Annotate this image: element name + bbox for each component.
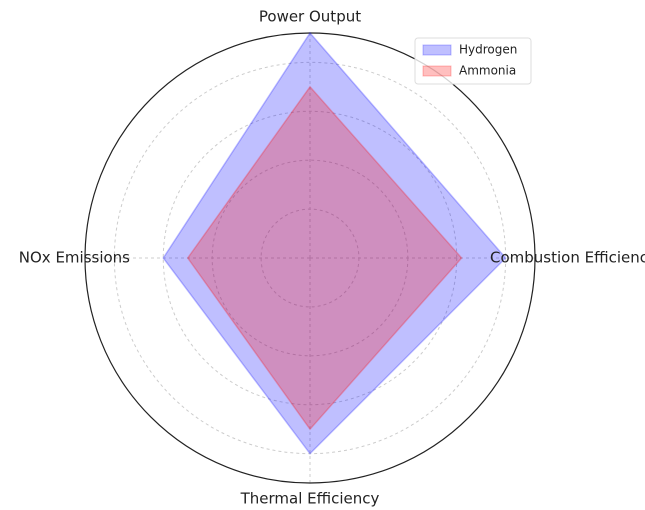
legend-swatch	[422, 44, 452, 56]
grid-ring	[113, 61, 507, 455]
series-area	[162, 31, 507, 455]
series-area	[186, 85, 463, 431]
axis-label: Combustion Efficiency	[490, 249, 645, 267]
axis-label: NOx Emissions	[19, 249, 130, 267]
legend-swatch	[422, 65, 452, 77]
legend-label: Hydrogen	[459, 43, 517, 57]
axis-label: Power Output	[259, 8, 361, 26]
legend-label: Ammonia	[459, 64, 516, 78]
legend-box	[414, 37, 532, 85]
axis-label: Thermal Efficiency	[240, 490, 380, 508]
outer-ring	[84, 32, 536, 484]
